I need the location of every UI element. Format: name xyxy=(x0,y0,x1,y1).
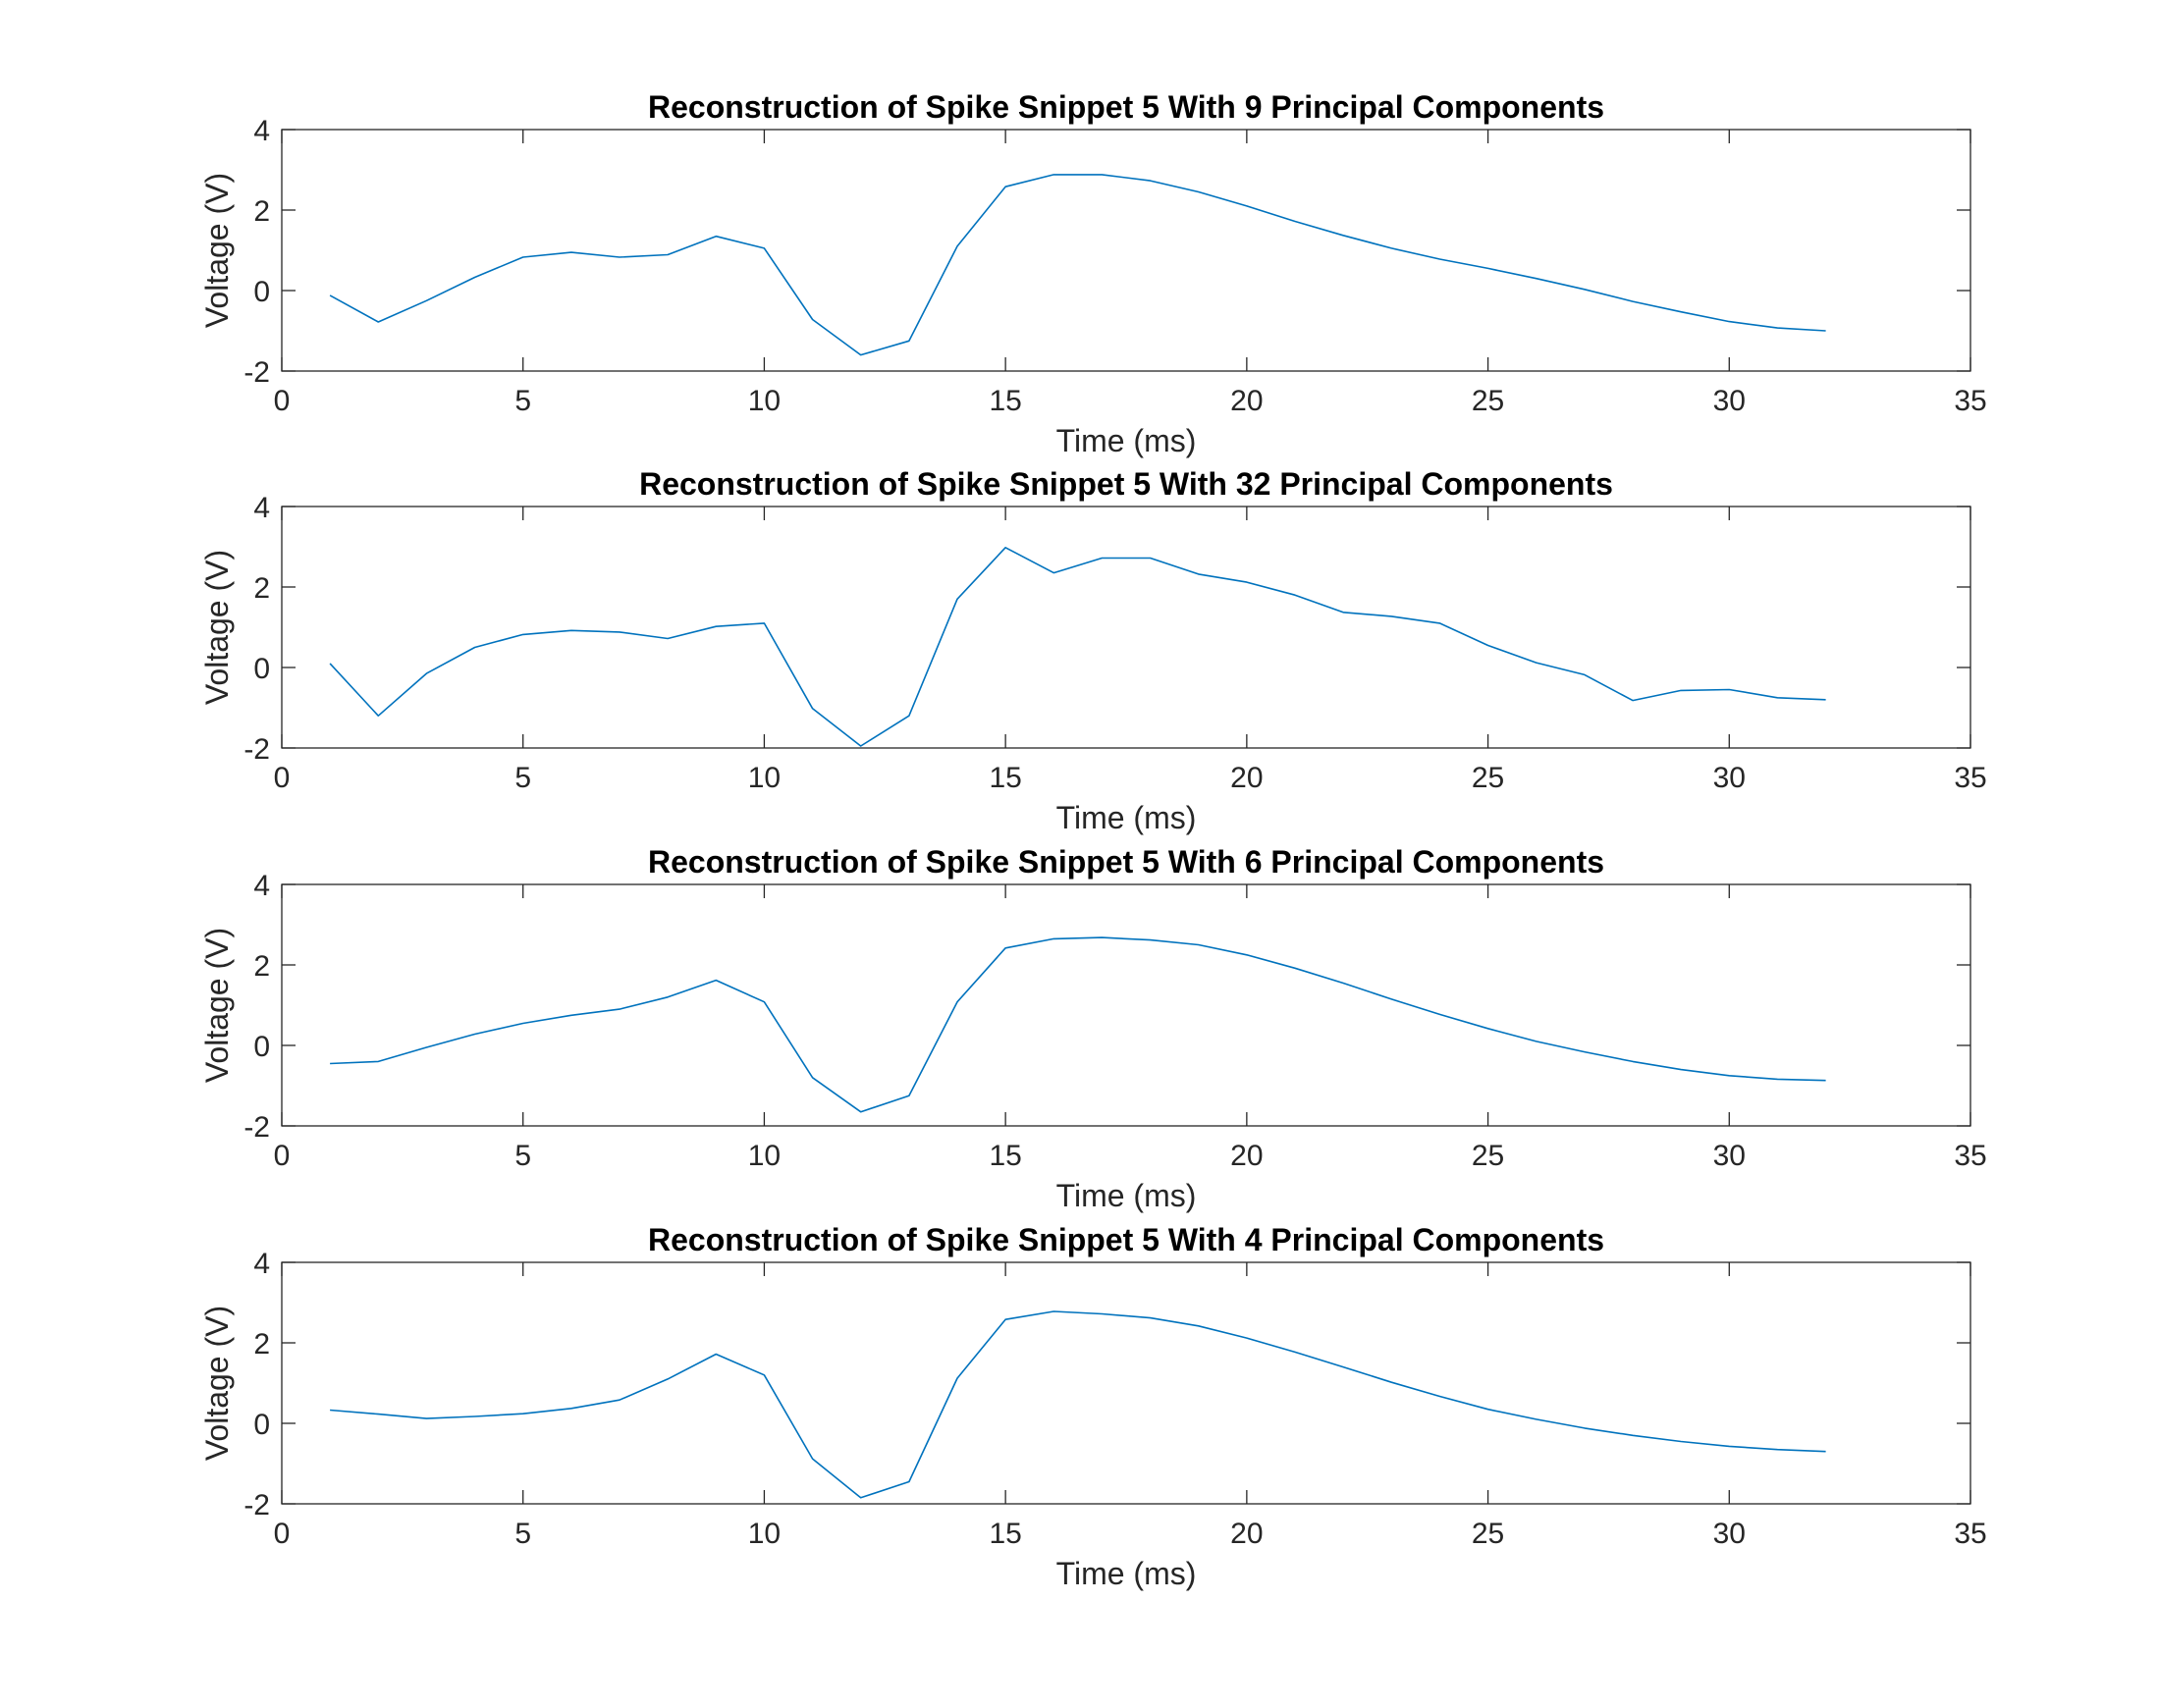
y-tick-label: -2 xyxy=(243,1111,270,1144)
y-tick-label: 4 xyxy=(253,492,270,524)
x-tick-label: 20 xyxy=(1230,385,1263,417)
x-axis-label: Time (ms) xyxy=(1056,1178,1197,1213)
subplot-title: Reconstruction of Spike Snippet 5 With 3… xyxy=(639,466,1613,502)
y-tick-label: 0 xyxy=(253,1031,270,1063)
x-tick-label: 25 xyxy=(1472,1140,1504,1172)
x-tick-label: 20 xyxy=(1230,1140,1263,1172)
y-axis-label: Voltage (V) xyxy=(199,550,235,705)
y-axis-label: Voltage (V) xyxy=(199,173,235,328)
x-axis-label: Time (ms) xyxy=(1056,1556,1197,1591)
x-tick-label: 30 xyxy=(1713,762,1746,794)
x-tick-label: 20 xyxy=(1230,762,1263,794)
x-tick-label: 30 xyxy=(1713,1518,1746,1550)
y-tick-label: -2 xyxy=(243,356,270,389)
x-tick-label: 30 xyxy=(1713,385,1746,417)
series-line xyxy=(329,174,1826,356)
x-tick-label: 30 xyxy=(1713,1140,1746,1172)
x-tick-label: 35 xyxy=(1954,1140,1986,1172)
y-tick-label: 2 xyxy=(253,572,270,605)
x-tick-label: 15 xyxy=(989,762,1021,794)
x-tick-label: 15 xyxy=(989,1518,1021,1550)
x-tick-label: 35 xyxy=(1954,1518,1986,1550)
x-tick-label: 25 xyxy=(1472,1518,1504,1550)
x-tick-label: 10 xyxy=(748,1140,781,1172)
series-line xyxy=(330,1310,1826,1499)
x-tick-label: 0 xyxy=(274,1518,291,1550)
x-tick-label: 5 xyxy=(514,1140,531,1172)
x-tick-label: 25 xyxy=(1472,762,1504,794)
x-tick-label: 35 xyxy=(1954,385,1986,417)
x-tick-label: 0 xyxy=(274,762,291,794)
subplot-title: Reconstruction of Spike Snippet 5 With 6… xyxy=(648,844,1604,880)
y-tick-label: 0 xyxy=(253,276,270,308)
x-tick-label: 0 xyxy=(274,1140,291,1172)
series-line xyxy=(329,546,1826,747)
y-tick-label: 2 xyxy=(253,1328,270,1361)
subplot-title: Reconstruction of Spike Snippet 5 With 4… xyxy=(648,1222,1604,1257)
y-tick-label: -2 xyxy=(243,733,270,766)
x-tick-label: 15 xyxy=(989,385,1021,417)
x-tick-label: 5 xyxy=(514,1518,531,1550)
y-axis-label: Voltage (V) xyxy=(199,928,235,1083)
axes-box xyxy=(281,129,1971,372)
y-tick-label: 4 xyxy=(253,115,270,147)
y-tick-label: 4 xyxy=(253,870,270,902)
y-tick-label: 2 xyxy=(253,950,270,983)
subplot-3: Reconstruction of Spike Snippet 5 With 6… xyxy=(199,844,1987,1213)
subplot-4: Reconstruction of Spike Snippet 5 With 4… xyxy=(199,1222,1987,1591)
x-tick-label: 25 xyxy=(1472,385,1504,417)
y-tick-label: 4 xyxy=(253,1248,270,1280)
y-tick-label: -2 xyxy=(243,1489,270,1521)
x-tick-label: 10 xyxy=(748,385,781,417)
series-line xyxy=(330,936,1826,1113)
x-tick-label: 5 xyxy=(514,385,531,417)
subplot-title: Reconstruction of Spike Snippet 5 With 9… xyxy=(648,89,1604,125)
y-axis-label: Voltage (V) xyxy=(199,1306,235,1461)
subplot-1: Reconstruction of Spike Snippet 5 With 9… xyxy=(199,89,1987,458)
axes-box xyxy=(281,1261,1971,1505)
x-tick-label: 0 xyxy=(274,385,291,417)
x-axis-label: Time (ms) xyxy=(1056,800,1197,835)
x-tick-label: 10 xyxy=(748,762,781,794)
x-axis-label: Time (ms) xyxy=(1056,423,1197,458)
y-tick-label: 0 xyxy=(253,653,270,685)
x-tick-label: 5 xyxy=(514,762,531,794)
y-tick-label: 0 xyxy=(253,1409,270,1441)
axes-box xyxy=(281,883,1971,1127)
subplot-2: Reconstruction of Spike Snippet 5 With 3… xyxy=(199,466,1987,835)
y-tick-label: 2 xyxy=(253,195,270,228)
x-tick-label: 20 xyxy=(1230,1518,1263,1550)
axes-box xyxy=(281,506,1971,749)
x-tick-label: 10 xyxy=(748,1518,781,1550)
x-tick-label: 35 xyxy=(1954,762,1986,794)
x-tick-label: 15 xyxy=(989,1140,1021,1172)
